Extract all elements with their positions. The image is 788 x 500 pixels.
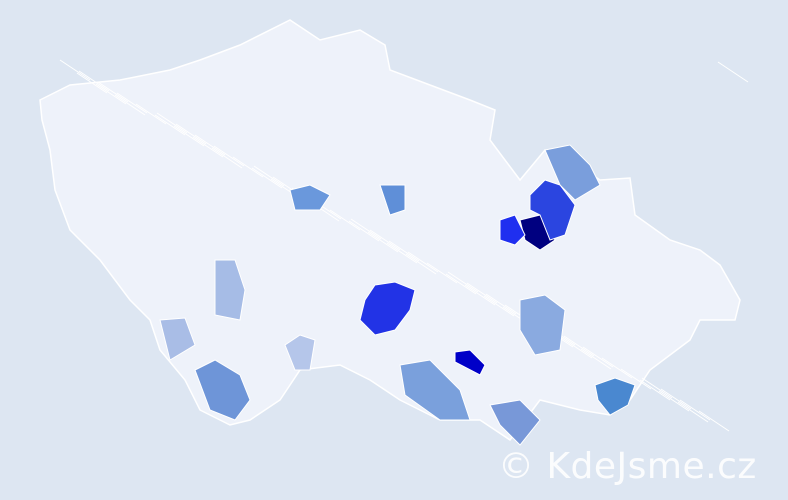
map-region [379, 184, 406, 216]
municipality-border [116, 92, 148, 114]
map-region [284, 334, 316, 371]
municipality-border [251, 167, 283, 189]
map-region [489, 399, 541, 446]
municipality-border [194, 134, 226, 156]
municipality-border [76, 72, 108, 94]
municipality-border [135, 103, 167, 125]
municipality-border [717, 61, 749, 83]
map-region [159, 317, 196, 361]
municipality-border [466, 282, 498, 304]
map-region [544, 144, 601, 201]
municipality-border [639, 379, 671, 401]
municipality-border [483, 295, 515, 317]
municipality-border [561, 337, 593, 359]
municipality-border [175, 123, 207, 145]
municipality-border [154, 114, 186, 136]
municipality-border [677, 401, 709, 423]
municipality-border [156, 112, 188, 134]
municipality-border [698, 410, 730, 432]
municipality-border [213, 145, 245, 167]
highlighted-regions [159, 144, 636, 446]
map-region [519, 214, 556, 251]
municipality-border [563, 335, 595, 357]
municipality-border [253, 165, 285, 187]
municipality-border [350, 218, 382, 240]
map-region [529, 179, 576, 241]
municipality-border [211, 147, 243, 169]
municipality-border [173, 125, 205, 147]
map-region [214, 259, 246, 321]
municipality-border [329, 209, 361, 231]
map-region [399, 359, 471, 421]
map-region [359, 281, 416, 336]
municipality-border [388, 240, 420, 262]
municipality-border [679, 399, 711, 421]
municipality-border [192, 136, 224, 158]
municipality-border [59, 59, 91, 81]
map-region [289, 184, 331, 211]
municipality-border [386, 242, 418, 264]
municipality-border [367, 231, 399, 253]
municipality-border [660, 388, 692, 410]
municipality-border [485, 293, 517, 315]
map-region [194, 359, 251, 421]
municipality-border [582, 346, 614, 368]
map-region [499, 214, 526, 246]
country-outline [39, 19, 741, 442]
municipality-border [232, 156, 264, 178]
municipality-border [407, 251, 439, 273]
municipality-border [445, 273, 477, 295]
map-region [594, 377, 636, 416]
municipality-border [114, 94, 146, 116]
municipality-border [78, 70, 110, 92]
map-region [519, 294, 566, 356]
map-region [454, 349, 486, 376]
municipality-border [464, 284, 496, 306]
watermark-logo: © KdeJsme.cz [498, 446, 757, 487]
municipality-border [405, 253, 437, 275]
municipality-border [97, 81, 129, 103]
municipality-border [601, 357, 633, 379]
municipality-border [426, 262, 458, 284]
municipality-border [641, 377, 673, 399]
municipality-border [580, 348, 612, 370]
municipality-border [348, 220, 380, 242]
municipality-border [658, 390, 690, 412]
municipality-border [620, 368, 652, 390]
municipality-border [447, 271, 479, 293]
municipality-border [369, 229, 401, 251]
municipality-border [95, 83, 127, 105]
